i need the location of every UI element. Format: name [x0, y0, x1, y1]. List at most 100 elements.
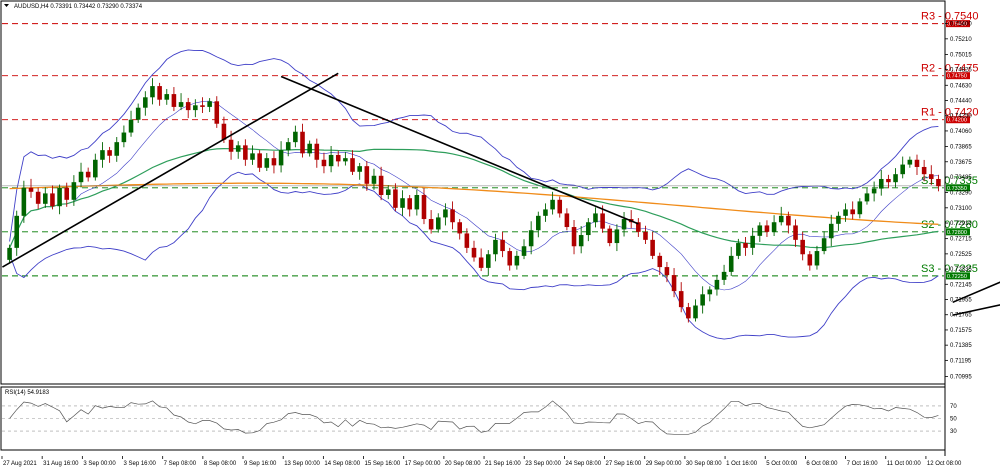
candle-body [771, 222, 777, 232]
candle-body [93, 159, 98, 178]
level-label-r3: R3 - 0.7540 [921, 11, 978, 23]
x-tick-label: 12 Oct 08:00 [927, 461, 962, 467]
candle-body [85, 171, 91, 178]
rsi-level-label: 50 [950, 417, 957, 423]
candle-body [207, 101, 212, 107]
candle-body [578, 235, 584, 247]
candle-body [350, 158, 355, 172]
candle-body [807, 254, 813, 266]
bollinger-middle-band [9, 100, 939, 291]
candle-body [750, 235, 755, 248]
candle-body [528, 230, 534, 247]
bollinger-lower-band [9, 171, 939, 340]
y-tick-label: 0.74825 [950, 68, 972, 74]
candle-body [593, 213, 598, 223]
y-tick-label: 0.72145 [950, 282, 972, 288]
level-label-r2: R2 - 0.7475 [921, 63, 978, 75]
candle-body [936, 178, 941, 187]
rsi-title: RSI(14) 54.9183 [5, 390, 50, 396]
candle-body [271, 158, 277, 166]
x-tick-label: 5 Oct 00:00 [766, 461, 798, 467]
candle-body [621, 219, 627, 230]
y-tick-label: 0.70995 [950, 374, 972, 380]
candle-body [21, 187, 27, 216]
candle-body [650, 239, 655, 256]
candle-body [264, 158, 270, 168]
candle-body [214, 101, 220, 124]
y-tick-label: 0.74060 [950, 129, 972, 135]
candle-body [543, 209, 548, 216]
candle-body [493, 239, 498, 255]
x-tick-label: 27 Sep 16:00 [606, 461, 642, 467]
candle-body [28, 187, 34, 192]
x-tick-label: 8 Sep 08:00 [204, 461, 237, 467]
candle-body [371, 175, 377, 184]
candle-body [457, 222, 462, 234]
candle-body [143, 97, 148, 108]
x-tick-label: 14 Sep 08:00 [324, 461, 360, 467]
y-tick-label: 0.73865 [950, 145, 972, 151]
candle-body [857, 201, 863, 215]
sma-green [9, 147, 939, 249]
trendline-up-2 [952, 281, 1000, 304]
candle-body [664, 267, 670, 276]
x-tick-label: 31 Aug 16:00 [43, 461, 79, 467]
candle-body [428, 219, 434, 230]
candle-body [293, 131, 298, 143]
y-tick-label: 0.74630 [950, 83, 972, 89]
candle-body [421, 195, 427, 220]
candle-body [636, 222, 641, 232]
candle-body [786, 215, 791, 226]
rsi-level-label: 70 [950, 404, 957, 410]
level-tag-bg [946, 20, 970, 28]
candle-body [328, 154, 334, 167]
candle-body [250, 153, 255, 160]
y-tick-label: 0.71955 [950, 298, 972, 304]
y-tick-label: 0.75400 [950, 22, 972, 28]
trendlines [2, 72, 1000, 316]
y-tick-label: 0.73485 [950, 175, 972, 181]
candle-body [393, 189, 398, 208]
x-tick-label: 11 Oct 00:00 [887, 461, 922, 467]
x-tick-label: 13 Sep 00:00 [284, 461, 320, 467]
y-tick-label: 0.73675 [950, 160, 972, 166]
candle-body [200, 105, 205, 107]
candle-body [64, 187, 70, 200]
candle-body [921, 166, 927, 175]
candle-body [35, 191, 41, 204]
candle-body [778, 215, 784, 223]
candle-body [843, 209, 848, 216]
candle-body [7, 247, 12, 260]
level-tag-bg [946, 72, 970, 80]
candle-body [257, 153, 262, 168]
level-tag: 0.74200 [947, 118, 967, 124]
y-tick-label: 0.74440 [950, 99, 972, 105]
candle-body [571, 227, 577, 247]
y-tick-label: 0.73100 [950, 206, 972, 212]
y-tick-label: 0.73290 [950, 191, 972, 197]
candle-body [764, 225, 770, 232]
candle-body [657, 255, 663, 268]
candle-body [507, 251, 513, 266]
x-tick-label: 27 Aug 2021 [3, 461, 37, 467]
candle-body [414, 195, 420, 210]
x-tick-label: 17 Sep 00:00 [405, 461, 441, 467]
y-tick-label: 0.72910 [950, 221, 972, 227]
candle-body [743, 243, 748, 248]
level-tag-bg [946, 228, 970, 236]
candle-body [450, 209, 455, 223]
candle-body [121, 132, 127, 143]
x-tick-label: 9 Sep 16:00 [244, 461, 277, 467]
rsi-level-label: 30 [950, 429, 957, 435]
level-label-s1: S1 - 0.7335 [921, 175, 978, 187]
candle-body [464, 233, 470, 248]
candle-body [221, 123, 227, 140]
candle-body [850, 209, 855, 215]
candle-body [914, 159, 920, 167]
candle-body [878, 178, 884, 189]
candle-body [550, 199, 555, 210]
candle-body [564, 213, 570, 228]
trendline-up-1 [2, 72, 339, 268]
candle-body [686, 307, 691, 319]
